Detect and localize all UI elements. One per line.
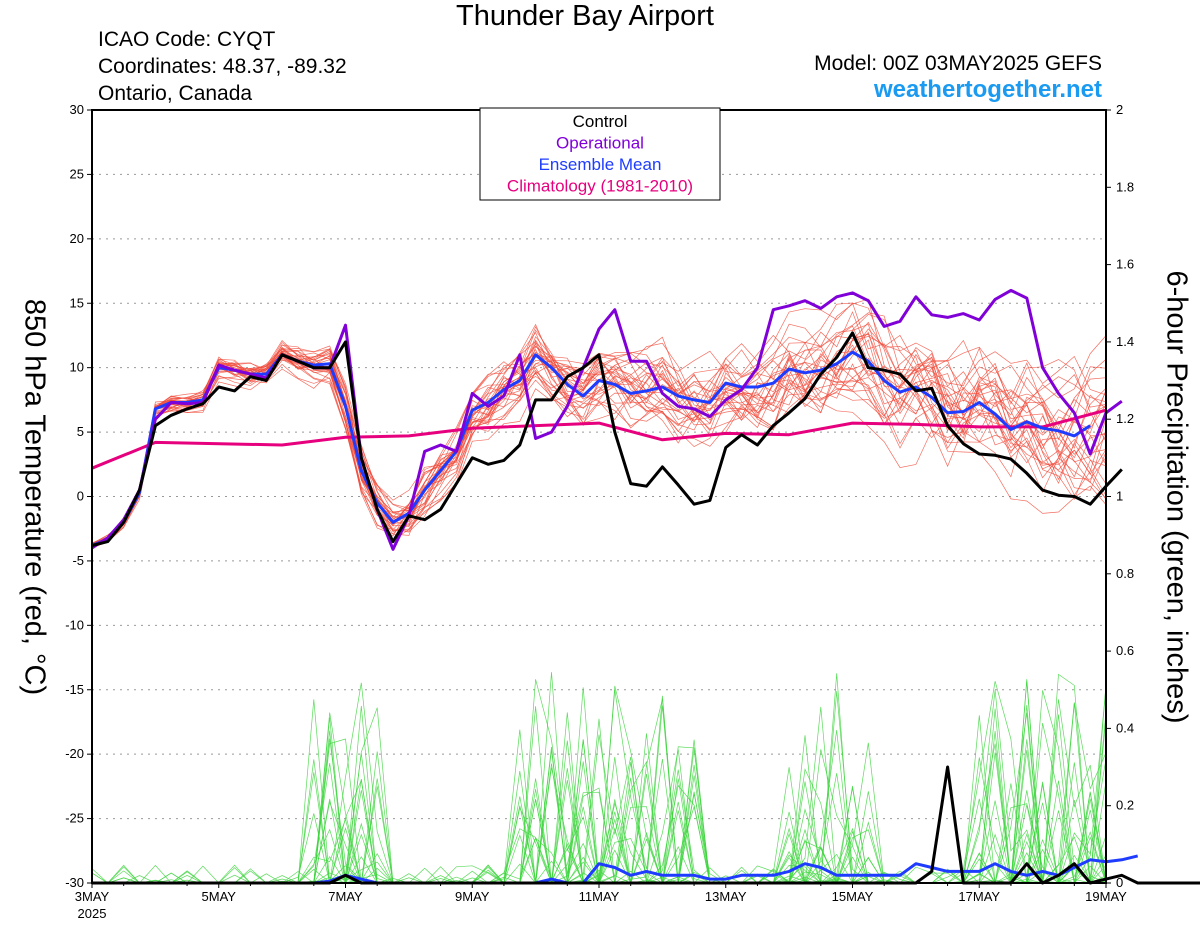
precip-member-line [92, 679, 1107, 884]
y-tick-label-right: 0.4 [1116, 720, 1134, 735]
precip-ensemble-members [91, 672, 1107, 885]
legend-box [479, 107, 721, 201]
coordinates-label: Coordinates: 48.37, -89.32 [98, 55, 347, 78]
precip-member-line [92, 684, 1107, 884]
operational-temperature-line [91, 288, 1123, 551]
x-year-label: 2025 [78, 906, 107, 921]
precip-member-line [92, 712, 1107, 885]
y-tick-label-left: 10 [70, 360, 84, 375]
y-tick-label-left: -10 [65, 617, 84, 632]
x-tick-label: 5MAY [202, 889, 237, 904]
precip-member-line [91, 718, 1106, 884]
y-tick-label-left: 5 [77, 424, 84, 439]
y-tick-label-left: 20 [70, 231, 84, 246]
precip-member-line [92, 679, 1107, 884]
temperature-member-line [91, 331, 1107, 546]
y-tick-label-left: -15 [65, 682, 84, 697]
y-tick-label-right: 2 [1116, 102, 1123, 117]
grid-lines [92, 173, 1106, 820]
y-tick-label-right: 0.2 [1116, 798, 1134, 813]
y-tick-label-left: 0 [77, 489, 84, 504]
precip-member-line [92, 689, 1107, 884]
precip-member-line [91, 687, 1107, 884]
precip-member-line [92, 680, 1107, 884]
y-tick-label-right: 0.8 [1116, 566, 1134, 581]
precip-member-line [92, 686, 1107, 885]
precip-member-line [92, 773, 1107, 884]
x-tick-label: 9MAY [455, 889, 490, 904]
temperature-member-line [91, 311, 1107, 547]
model-label: Model: 00Z 03MAY2025 GEFS [814, 52, 1102, 75]
y-tick-label-left: -20 [65, 746, 84, 761]
website-link[interactable]: weathertogether.net [873, 76, 1102, 103]
legend-entry-climatology-1981-2010: Climatology (1981-2010) [507, 177, 693, 196]
temperature-member-line [91, 312, 1107, 547]
y-tick-label-left: 25 [70, 166, 84, 181]
precip-member-line [92, 685, 1107, 884]
precip-member-line [92, 705, 1106, 884]
region-label: Ontario, Canada [98, 82, 253, 105]
precip-member-line [92, 717, 1107, 885]
control-temperature-line [91, 331, 1123, 547]
y-tick-label-right: 0 [1116, 875, 1123, 890]
legend-entry-ensemble-mean: Ensemble Mean [539, 155, 662, 174]
precip-member-line [92, 673, 1107, 884]
ensemble-mean-temperature-line [91, 350, 1092, 547]
icao-code-label: ICAO Code: CYQT [98, 28, 276, 51]
y-tick-label-left: -25 [65, 811, 84, 826]
y-tick-label-right: 0.6 [1116, 643, 1134, 658]
y-tick-label-right: 1.2 [1116, 411, 1134, 426]
x-tick-label: 3MAY [75, 889, 110, 904]
chart-title: Thunder Bay Airport [456, 0, 714, 32]
y-tick-label-right: 1 [1116, 489, 1123, 504]
temperature-member-line [91, 334, 1107, 546]
y-tick-label-left: 30 [70, 102, 84, 117]
y-tick-label-left: -30 [65, 875, 84, 890]
legend-entry-control: Control [573, 112, 628, 131]
y-tick-label-right: 1.6 [1116, 257, 1134, 272]
legend: Control Operational Ensemble Mean Climatolo… [479, 107, 721, 201]
temperature-member-line [91, 314, 1107, 544]
x-tick-label: 11MAY [579, 889, 620, 904]
climatology-1981-2010-temperature-line [91, 408, 1107, 470]
legend-entry-operational: Operational [556, 134, 644, 153]
temperature-member-line [91, 333, 1107, 549]
precip-member-line [92, 682, 1107, 884]
x-tick-label: 13MAY [705, 889, 747, 904]
y-tick-label-left: 15 [70, 295, 84, 310]
precip-member-line [92, 673, 1106, 884]
y-tick-label-right: 1.8 [1116, 179, 1134, 194]
precip-member-line [92, 681, 1107, 884]
x-tick-label: 15MAY [832, 889, 874, 904]
temperature-member-line [91, 358, 1107, 549]
precip-member-line [92, 672, 1107, 884]
axis-ticks: -30-25-20-15-10-505101520253000.20.40.60… [65, 102, 1134, 921]
x-tick-label: 7MAY [328, 889, 363, 904]
x-tick-label: 17MAY [958, 889, 1000, 904]
y-tick-label-right: 1.4 [1116, 334, 1134, 349]
precip-member-line [92, 699, 1107, 885]
temperature-member-line [91, 323, 1107, 545]
y-tick-label-left: -5 [72, 553, 84, 568]
x-tick-label: 19MAY [1085, 889, 1127, 904]
